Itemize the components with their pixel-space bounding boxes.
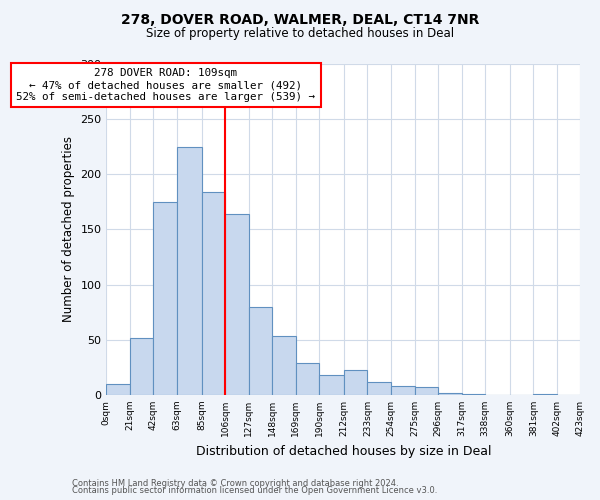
Bar: [272, 336, 296, 395]
Bar: [154, 202, 177, 395]
Bar: [248, 306, 272, 395]
Text: Size of property relative to detached houses in Deal: Size of property relative to detached ho…: [146, 28, 454, 40]
Bar: [106, 384, 130, 395]
Y-axis label: Number of detached properties: Number of detached properties: [62, 136, 74, 322]
Bar: [461, 394, 485, 395]
Text: 278, DOVER ROAD, WALMER, DEAL, CT14 7NR: 278, DOVER ROAD, WALMER, DEAL, CT14 7NR: [121, 12, 479, 26]
Bar: [130, 338, 154, 395]
Bar: [319, 375, 344, 395]
Bar: [177, 146, 202, 395]
Bar: [533, 394, 557, 395]
Bar: [296, 363, 319, 395]
Bar: [225, 214, 248, 395]
Bar: [202, 192, 225, 395]
Bar: [438, 392, 461, 395]
Bar: [391, 386, 415, 395]
X-axis label: Distribution of detached houses by size in Deal: Distribution of detached houses by size …: [196, 444, 491, 458]
Text: Contains HM Land Registry data © Crown copyright and database right 2024.: Contains HM Land Registry data © Crown c…: [72, 478, 398, 488]
Text: 278 DOVER ROAD: 109sqm
← 47% of detached houses are smaller (492)
52% of semi-de: 278 DOVER ROAD: 109sqm ← 47% of detached…: [16, 68, 315, 102]
Text: Contains public sector information licensed under the Open Government Licence v3: Contains public sector information licen…: [72, 486, 437, 495]
Bar: [367, 382, 391, 395]
Bar: [344, 370, 367, 395]
Bar: [415, 387, 438, 395]
